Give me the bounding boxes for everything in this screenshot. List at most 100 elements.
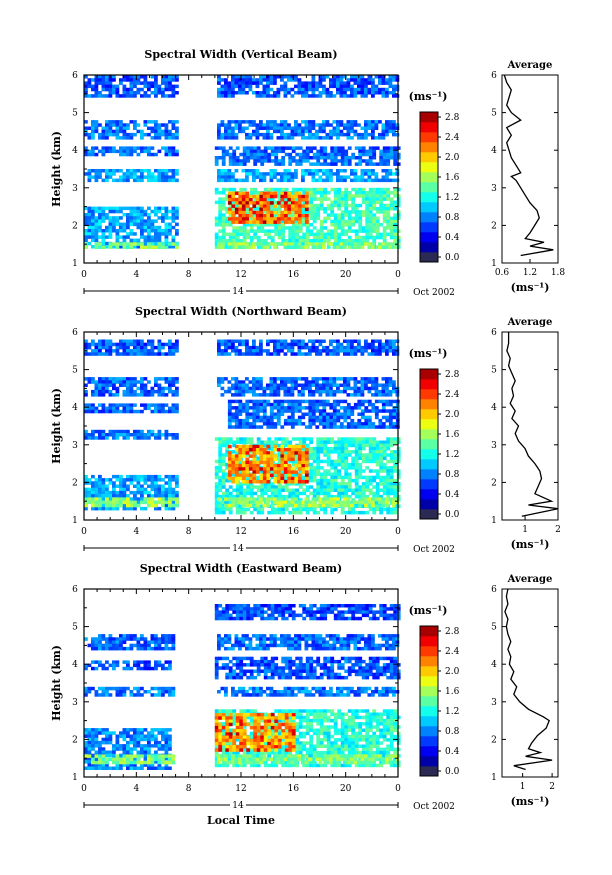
heatmap-cell — [337, 491, 342, 496]
heatmap-cell — [262, 201, 267, 205]
heatmap-cell — [122, 132, 127, 137]
heatmap-cell — [239, 485, 244, 489]
heatmap-cell — [329, 81, 333, 85]
heatmap-cell — [332, 399, 337, 404]
heatmap-cell — [248, 132, 253, 137]
heatmap-cell — [325, 120, 330, 124]
heatmap-cell — [262, 172, 267, 176]
heatmap-cell — [312, 226, 317, 230]
heatmap-cell — [276, 220, 281, 224]
heatmap-cell — [277, 197, 282, 201]
heatmap-cell — [224, 123, 228, 127]
heatmap-cell — [287, 132, 291, 137]
heatmap-cell — [337, 152, 342, 157]
heatmap-cell — [332, 393, 337, 397]
heatmap-cell — [280, 342, 284, 347]
heatmap-cell — [274, 472, 279, 476]
heatmap-cell — [175, 406, 179, 411]
heatmap-cell — [129, 352, 134, 356]
heatmap-cell — [175, 433, 179, 437]
heatmap-cell — [367, 380, 372, 384]
heatmap-cell — [150, 481, 155, 485]
heatmap-cell — [248, 84, 253, 89]
heatmap-cell — [364, 178, 368, 183]
heatmap-cell — [252, 169, 256, 173]
heatmap-cell — [337, 453, 342, 457]
heatmap-cell — [280, 383, 284, 387]
heatmap-cell — [298, 187, 303, 192]
heatmap-cell — [323, 162, 328, 166]
heatmap-cell — [238, 178, 242, 183]
heatmap-cell — [147, 232, 151, 236]
heatmap-cell — [231, 84, 235, 89]
heatmap-cell — [287, 349, 291, 353]
heatmap-cell — [255, 406, 260, 410]
heatmap-cell — [154, 481, 158, 485]
heatmap-cell — [115, 494, 120, 498]
heatmap-cell — [333, 200, 338, 205]
heatmap-cell — [365, 162, 370, 166]
heatmap-cell — [274, 507, 279, 512]
heatmap-cell — [164, 386, 169, 391]
heatmap-cell — [308, 415, 313, 420]
heatmap-cell — [245, 194, 250, 199]
heatmap-cell — [274, 485, 279, 489]
heatmap-cell — [393, 187, 398, 192]
heatmap-cell — [221, 216, 226, 221]
heatmap-cell — [147, 120, 151, 124]
heatmap-cell — [326, 162, 331, 166]
heatmap-cell — [108, 429, 113, 434]
heatmap-cell — [269, 120, 274, 124]
heatmap-cell — [255, 78, 260, 82]
heatmap-cell — [238, 383, 242, 387]
heatmap-cell — [270, 482, 275, 486]
heatmap-cell — [269, 172, 274, 176]
heatmap-cell — [262, 389, 267, 394]
heatmap-cell — [385, 172, 389, 176]
heatmap-cell — [161, 172, 165, 176]
heatmap-cell — [388, 393, 393, 397]
heatmap-cell — [351, 152, 356, 157]
heatmap-cell — [143, 94, 148, 98]
heatmap-cell — [221, 213, 226, 217]
heatmap-cell — [329, 380, 333, 384]
heatmap-cell — [161, 242, 165, 246]
heatmap-cell — [147, 172, 151, 176]
heatmap-cell — [351, 239, 356, 243]
heatmap-cell — [84, 245, 88, 249]
heatmap-cell — [94, 436, 99, 440]
heatmap-cell — [246, 149, 251, 154]
heatmap-cell — [269, 389, 274, 394]
heatmap-cell — [248, 78, 253, 82]
heatmap-cell — [227, 345, 232, 350]
heatmap-cell — [336, 87, 340, 92]
heatmap-cell — [147, 352, 151, 356]
heatmap-cell — [218, 507, 223, 512]
heatmap-cell — [87, 380, 92, 384]
heatmap-cell — [358, 440, 363, 444]
heatmap-cell — [381, 126, 386, 130]
heatmap-cell — [105, 487, 109, 492]
heatmap-cell — [249, 149, 254, 154]
heatmap-cell — [308, 389, 312, 394]
heatmap-cell — [98, 213, 102, 217]
heatmap-cell — [84, 219, 88, 223]
heatmap-cell — [339, 345, 344, 350]
heatmap-cell — [164, 436, 169, 440]
heatmap-cell — [228, 494, 233, 499]
heatmap-cell — [241, 386, 246, 391]
heatmap-cell — [392, 75, 396, 79]
heatmap-cell — [220, 123, 225, 127]
heatmap-cell — [311, 87, 316, 92]
heatmap-cell — [361, 475, 366, 480]
heatmap-cell — [330, 482, 335, 486]
heatmap-cell — [246, 491, 251, 496]
heatmap-cell — [227, 389, 232, 394]
heatmap-cell — [218, 216, 223, 221]
heatmap-cell — [140, 209, 144, 214]
heatmap-cell — [308, 422, 313, 426]
heatmap-cell — [224, 84, 228, 89]
heatmap-cell — [392, 172, 396, 176]
heatmap-cell — [234, 422, 239, 426]
heatmap-cell — [386, 223, 391, 227]
